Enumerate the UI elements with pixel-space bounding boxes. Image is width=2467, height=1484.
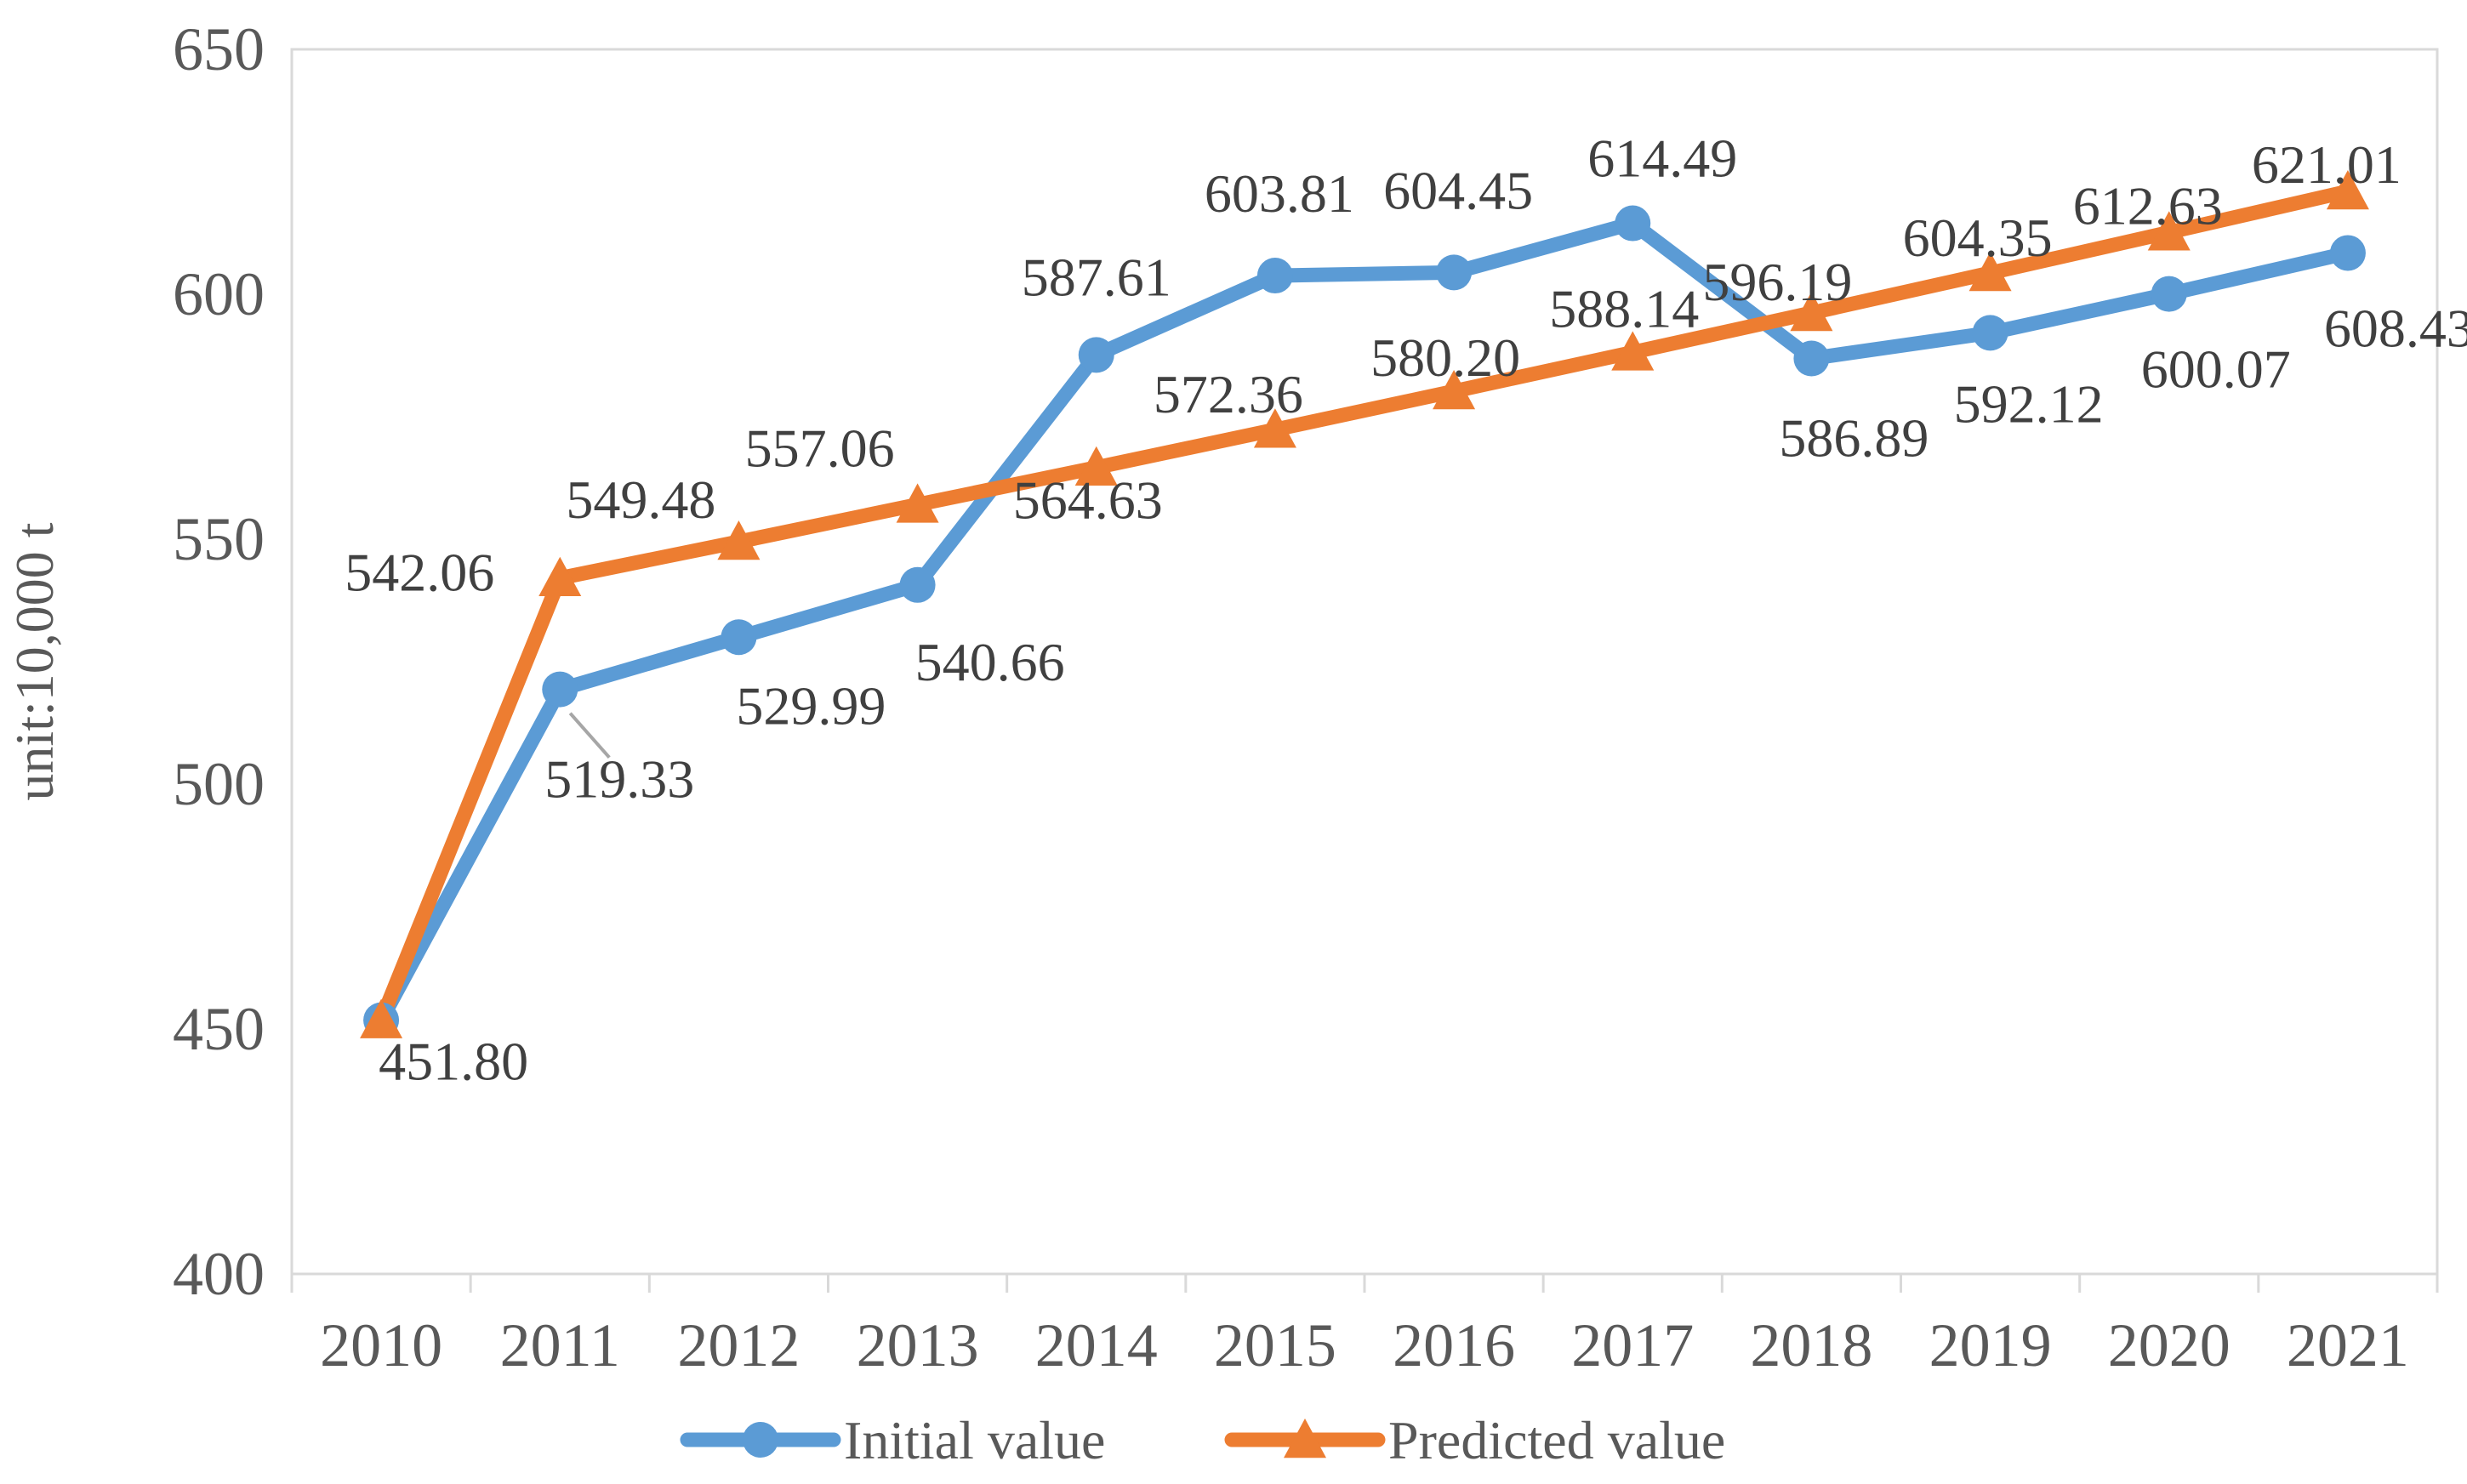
x-tick-label: 2012 (677, 1311, 800, 1379)
x-tick-label: 2018 (1750, 1311, 1872, 1379)
predicted-value-marker (2326, 169, 2369, 210)
predicted-value-data-label: 596.19 (1702, 252, 1852, 312)
legend-circle-marker (743, 1422, 778, 1458)
initial-value-marker (542, 671, 578, 708)
x-tick-label: 2016 (1393, 1311, 1515, 1379)
initial-value-marker (899, 566, 936, 603)
initial-value-data-label: 540.66 (915, 632, 1065, 692)
series-layer (360, 169, 2369, 1038)
y-tick-label: 550 (173, 505, 265, 573)
x-tick-label: 2010 (320, 1311, 442, 1379)
y-tick-label: 400 (173, 1240, 265, 1308)
initial-value-data-label: 587.61 (1022, 247, 1171, 307)
legend: Initial value Predicted value (680, 1410, 1725, 1470)
initial-value-data-label: 586.89 (1779, 408, 1929, 469)
initial-value-marker (1972, 315, 2008, 351)
initial-value-marker (721, 619, 757, 656)
y-tick-label: 500 (173, 750, 265, 818)
initial-value-data-label: 451.80 (379, 1032, 528, 1092)
predicted-value-marker (1253, 408, 1296, 448)
predicted-value-marker (2147, 211, 2191, 251)
data-labels-layer: 451.80 519.33 529.99 540.66 587.61 603.81 604.… (345, 128, 2467, 1092)
predicted-value-data-label: 588.14 (1549, 278, 1699, 338)
y-tick-label: 450 (173, 995, 265, 1063)
legend-triangle-marker (1284, 1419, 1326, 1458)
initial-value-data-label: 529.99 (736, 675, 886, 736)
x-tick-label: 2017 (1571, 1311, 1694, 1379)
predicted-value-marker (1611, 331, 1655, 371)
x-tick-label: 2021 (2287, 1311, 2409, 1379)
predicted-value-data-label: 572.36 (1154, 364, 1303, 424)
predicted-value-data-label: 604.35 (1903, 208, 2053, 268)
predicted-value-data-label: 621.01 (2252, 134, 2401, 195)
initial-value-line (373, 216, 2356, 1028)
initial-value-marker (1436, 254, 1473, 291)
y-tick-label: 600 (173, 260, 265, 328)
initial-value-data-label: 603.81 (1205, 163, 1354, 224)
axes-layer: 400 450 500 550 600 650 2010 2011 2012 2013 2014 20… (173, 15, 2439, 1379)
y-tick-label: 650 (173, 15, 265, 83)
x-tick-label: 2020 (2108, 1311, 2231, 1379)
predicted-value-data-label: 612.63 (2073, 175, 2223, 236)
x-tick-label: 2015 (1214, 1311, 1336, 1379)
initial-value-data-label: 604.45 (1383, 160, 1533, 220)
predicted-value-marker (717, 520, 761, 560)
predicted-value-marker (1433, 370, 1476, 410)
data-label-leader-line (568, 712, 611, 759)
initial-value-marker (1256, 258, 1293, 294)
initial-value-marker (2151, 276, 2187, 312)
initial-value-marker (1793, 340, 1830, 377)
predicted-value-marker (896, 483, 939, 523)
predicted-value-data-label: 542.06 (345, 543, 494, 603)
predicted-value-marker (538, 556, 582, 596)
predicted-value-data-label: 557.06 (745, 418, 895, 478)
predicted-value-data-label: 549.48 (566, 469, 715, 530)
initial-value-data-label: 519.33 (544, 749, 694, 810)
predicted-value-marker (1790, 291, 1833, 332)
initial-value-marker (2329, 235, 2366, 271)
initial-value-data-label: 608.43 (2324, 298, 2467, 358)
predicted-value-data-label: 564.63 (1013, 470, 1163, 531)
initial-value-data-label: 600.07 (2141, 339, 2291, 400)
predicted-value-marker (360, 998, 403, 1038)
y-axis-title: unit:10,000 t (4, 522, 65, 800)
initial-value-marker (1615, 205, 1651, 242)
predicted-value-line (373, 184, 2356, 1028)
x-tick-label: 2013 (857, 1311, 979, 1379)
legend-label-initial-value: Initial value (844, 1410, 1105, 1470)
x-tick-label: 2011 (500, 1311, 620, 1379)
initial-value-data-label: 614.49 (1587, 128, 1737, 189)
initial-value-data-label: 592.12 (1954, 373, 2104, 434)
legend-label-predicted-value: Predicted value (1388, 1410, 1725, 1470)
x-tick-label: 2019 (1929, 1311, 2052, 1379)
predicted-value-data-label: 580.20 (1370, 327, 1520, 388)
initial-value-marker (1078, 337, 1114, 373)
predicted-value-marker (1074, 446, 1118, 486)
predicted-value-marker (1968, 251, 2012, 292)
x-tick-label: 2014 (1035, 1311, 1158, 1379)
